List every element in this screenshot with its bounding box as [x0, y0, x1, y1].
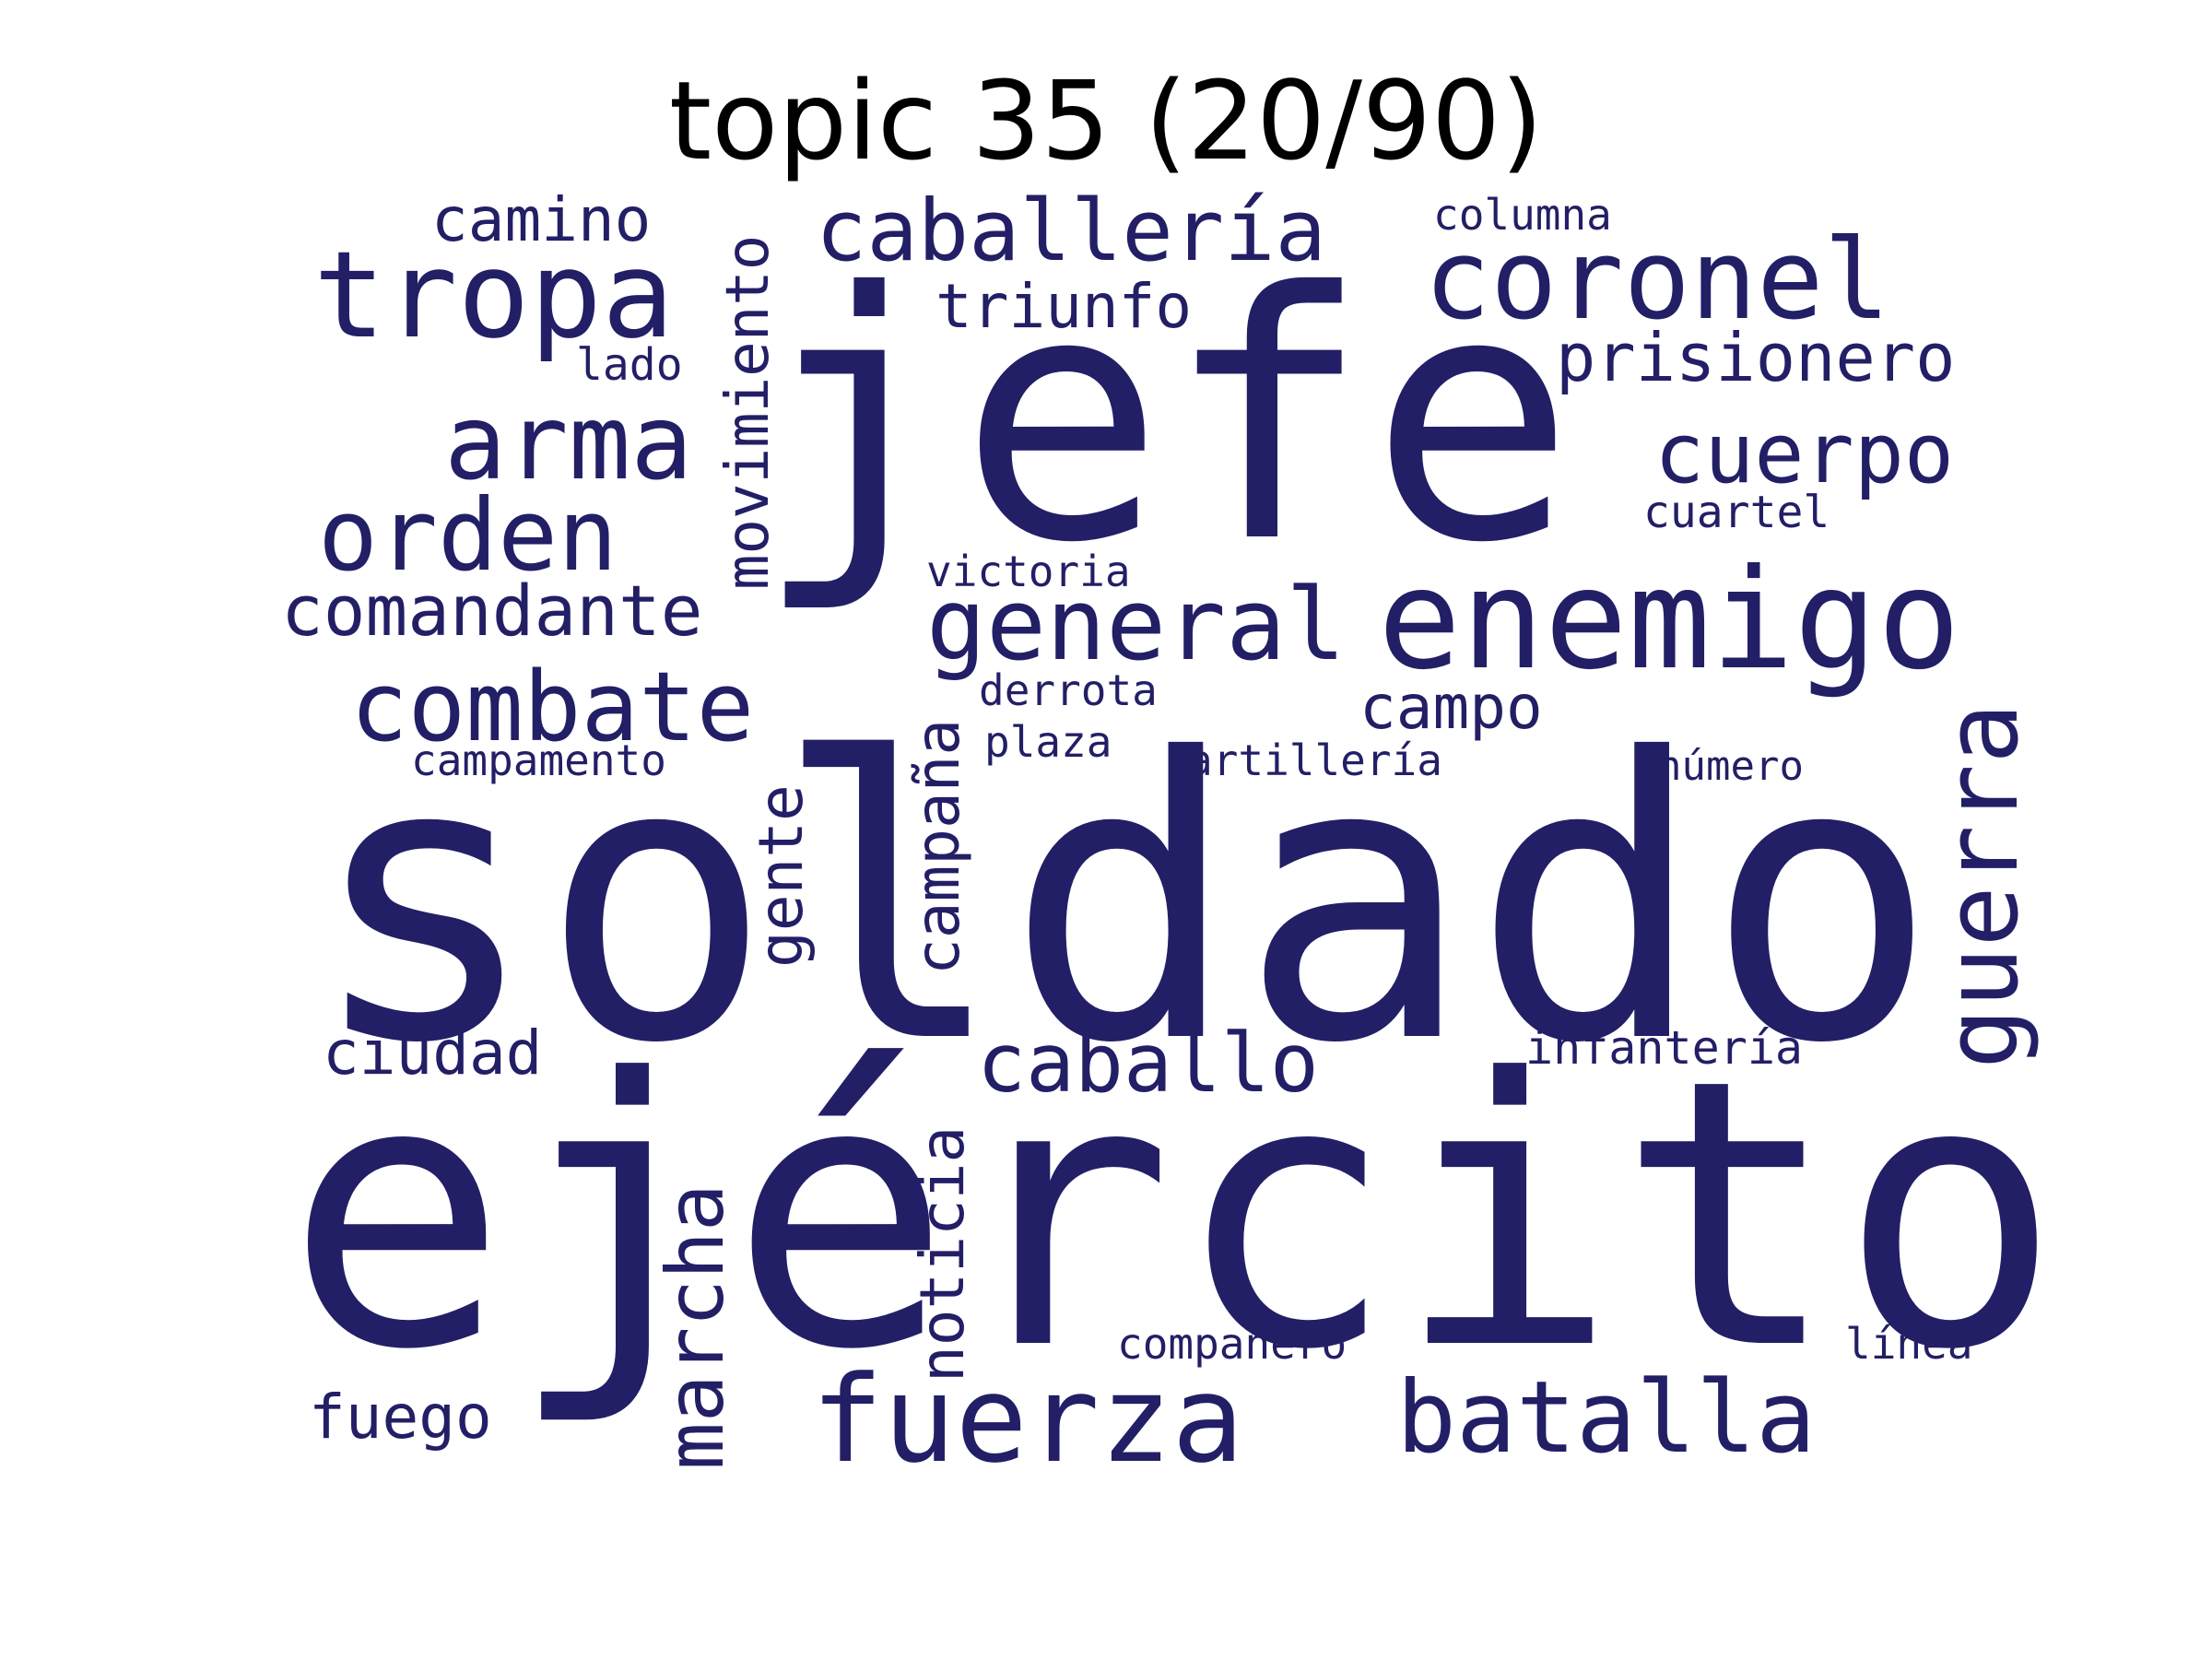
word-columna: columna: [1433, 190, 1612, 240]
word-lado: lado: [576, 339, 683, 391]
word-soldado: soldado: [307, 677, 1939, 1128]
word-cuerpo: cuerpo: [1654, 406, 1955, 502]
word-arma: arma: [444, 383, 693, 503]
word-cuartel: cuartel: [1643, 487, 1830, 538]
word-enemigo: enemigo: [1378, 540, 1961, 700]
word-camino: camino: [431, 184, 652, 255]
word-general: general: [926, 568, 1347, 683]
word-infanteria: infantería: [1525, 1021, 1804, 1075]
word-ciudad: ciudad: [323, 1018, 543, 1088]
word-ejercito: ejército: [286, 1002, 2062, 1430]
word-fuerza: fuerza: [811, 1349, 1244, 1489]
word-caballeria: caballería: [816, 182, 1326, 280]
word-campo: campo: [1359, 672, 1543, 743]
word-victoria: victoria: [926, 547, 1131, 596]
word-linea: línea: [1845, 1319, 1973, 1369]
word-numero: número: [1657, 743, 1804, 790]
word-orden: orden: [318, 478, 618, 594]
word-combate: combate: [350, 651, 755, 763]
word-artilleria: artillería: [1187, 735, 1442, 785]
word-caballo: caballo: [977, 1016, 1319, 1111]
word-marcha: marcha: [650, 1183, 742, 1470]
word-prisionero: prisionero: [1556, 319, 1956, 396]
word-coronel: coronel: [1424, 217, 1890, 345]
word-campamento: campamento: [411, 735, 666, 785]
word-fuego: fuego: [309, 1382, 492, 1453]
word-movimiento: movimiento: [714, 234, 782, 590]
word-campana: campaña: [902, 718, 973, 975]
word-derrota: derrota: [979, 665, 1158, 715]
word-guerra: guerra: [1923, 702, 2041, 1069]
word-companero: compañero: [1117, 1319, 1347, 1369]
word-batalla: batalla: [1396, 1360, 1817, 1476]
word-tropa: tropa: [313, 225, 675, 365]
word-jefe: jefe: [754, 221, 1576, 618]
word-triunfo: triunfo: [935, 271, 1193, 342]
word-noticia: noticia: [907, 1125, 978, 1382]
word-gente: gente: [746, 784, 817, 968]
chart-title: topic 35 (20/90): [668, 57, 1544, 184]
word-comandante: comandante: [281, 570, 703, 652]
word-plaza: plaza: [984, 717, 1112, 767]
